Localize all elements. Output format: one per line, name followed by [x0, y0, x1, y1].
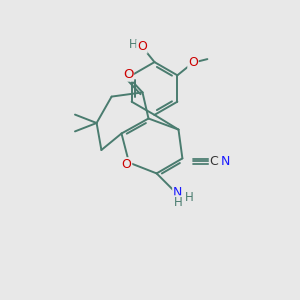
Text: O: O [137, 40, 147, 53]
Text: O: O [123, 68, 133, 81]
Text: O: O [188, 56, 198, 69]
Text: H: H [174, 196, 183, 209]
Text: O: O [122, 158, 131, 171]
Text: H: H [129, 38, 138, 52]
Text: N: N [220, 155, 230, 168]
Text: C: C [209, 155, 218, 168]
Text: N: N [173, 185, 182, 199]
Text: H: H [184, 191, 194, 204]
